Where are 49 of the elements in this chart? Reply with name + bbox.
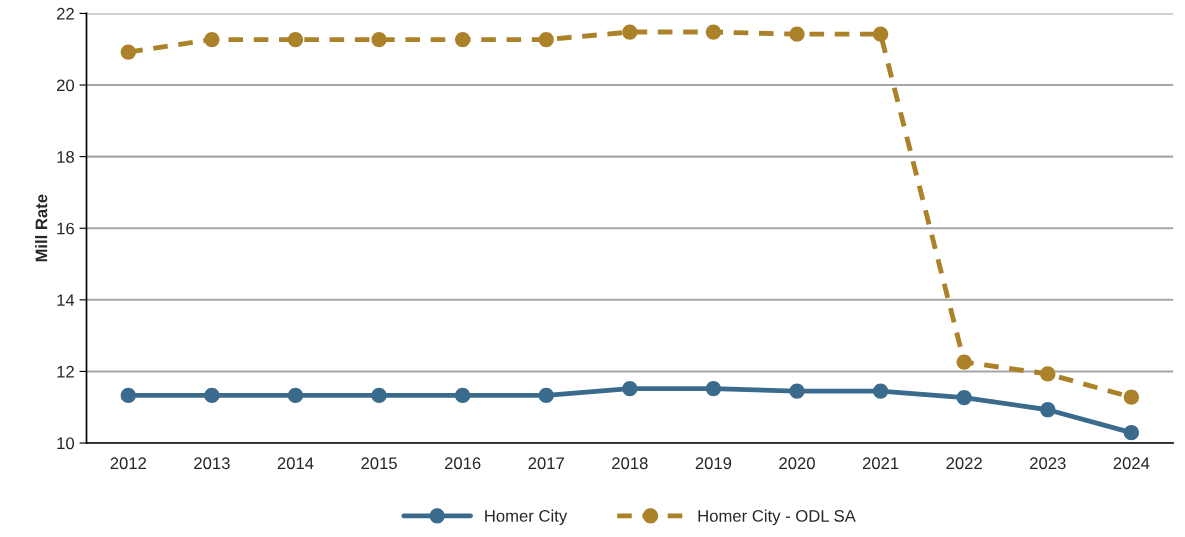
point	[455, 387, 471, 404]
x-tick-label: 2023	[1030, 457, 1066, 470]
y-tick-label: 22	[57, 7, 74, 20]
point	[705, 24, 722, 40]
point	[1123, 389, 1139, 405]
x-tick-label: 2019	[695, 457, 732, 470]
x-tick-label: 2024	[1113, 457, 1150, 470]
point	[371, 31, 387, 48]
point	[956, 354, 972, 370]
y-tick-label: 14	[57, 294, 75, 306]
point	[872, 26, 889, 42]
point	[120, 387, 136, 404]
point	[956, 389, 972, 406]
point	[789, 383, 805, 399]
y-tick-label: 10	[57, 437, 75, 450]
x-tick-label: 2017	[528, 457, 564, 470]
point	[872, 383, 889, 399]
point	[538, 31, 554, 48]
point	[120, 44, 136, 60]
point	[287, 387, 304, 404]
x-tick-label: 2021	[862, 457, 899, 470]
x-tick-label: 2014	[277, 457, 314, 470]
point	[789, 26, 805, 42]
y-axis-title: Mill Rate	[35, 194, 48, 262]
point	[1123, 425, 1139, 441]
point	[622, 380, 638, 397]
point	[455, 31, 471, 48]
y-tick-label: 12	[57, 365, 74, 378]
y-tick-label: 20	[57, 79, 75, 92]
x-tick-label: 2016	[444, 457, 481, 470]
y-tick-label: 16	[57, 222, 74, 235]
x-tick-label: 2020	[779, 457, 815, 470]
x-tick-label: 2012	[110, 457, 146, 470]
point	[622, 24, 638, 40]
x-tick-label: 2018	[612, 457, 648, 470]
point	[538, 387, 554, 404]
x-tick-label: 2022	[946, 457, 982, 470]
point	[1040, 402, 1056, 418]
point	[204, 31, 220, 48]
point	[705, 380, 722, 397]
point	[287, 31, 304, 48]
legend-label: Homer City - ODL SA	[698, 509, 856, 526]
legend-label: Homer City	[485, 509, 568, 526]
x-tick-label: 2015	[361, 457, 397, 470]
x-tick-label: 2013	[194, 457, 230, 470]
y-tick-label: 18	[57, 151, 74, 163]
point	[371, 387, 387, 404]
point	[204, 387, 220, 404]
point	[1040, 366, 1056, 382]
